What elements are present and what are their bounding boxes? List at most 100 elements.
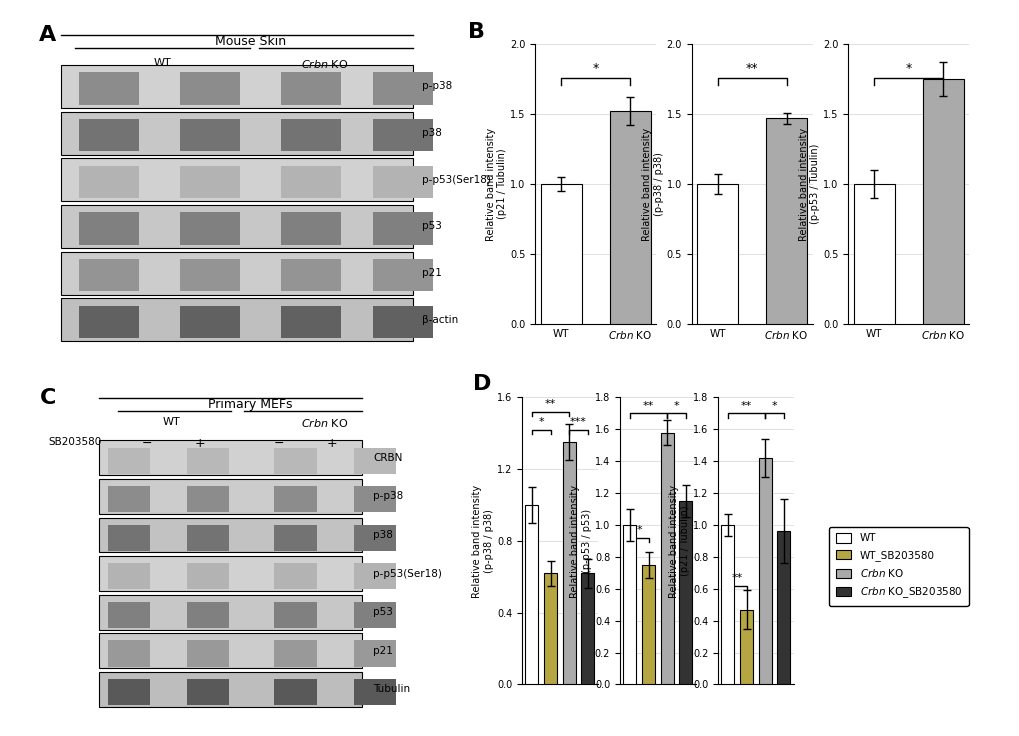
Bar (78, 213, 139, 244)
Text: **: ** (740, 400, 751, 411)
Text: β-actin: β-actin (421, 315, 458, 325)
Bar (373, 259, 433, 291)
Bar (609, 111, 650, 324)
Text: **: ** (731, 573, 742, 583)
Bar (354, 447, 396, 473)
Bar (107, 486, 150, 512)
Bar (78, 119, 139, 151)
Text: *: * (592, 62, 598, 75)
Legend: WT, WT_SB203580, $\it{Crbn}$ KO, $\it{Crbn}$ KO_SB203580: WT, WT_SB203580, $\it{Crbn}$ KO, $\it{Cr… (828, 527, 968, 606)
Bar (354, 640, 396, 667)
Bar (660, 433, 674, 684)
Text: $\it{Crbn}$ KO: $\it{Crbn}$ KO (301, 417, 348, 429)
Bar (281, 166, 340, 198)
Text: +: + (326, 437, 336, 450)
Bar (186, 447, 229, 473)
Bar (354, 679, 396, 705)
Bar (186, 563, 229, 590)
Text: **: ** (642, 400, 653, 411)
Bar (776, 531, 790, 684)
Bar (107, 525, 150, 551)
Bar (281, 119, 340, 151)
Bar (921, 79, 963, 324)
Bar (720, 525, 734, 684)
Bar (107, 679, 150, 705)
Bar (679, 501, 692, 684)
Bar (525, 505, 538, 684)
Text: Tubulin: Tubulin (373, 684, 410, 694)
Text: *: * (674, 400, 679, 411)
Bar (373, 166, 433, 198)
Text: p38: p38 (373, 530, 393, 540)
Bar (78, 259, 139, 291)
Text: CRBN: CRBN (373, 453, 403, 463)
Text: A: A (40, 25, 57, 46)
Text: +: + (195, 437, 205, 450)
Bar (274, 447, 317, 473)
Text: $\it{Crbn}$ KO: $\it{Crbn}$ KO (301, 58, 348, 71)
Text: *: * (636, 525, 641, 535)
Bar (107, 447, 150, 473)
Text: Primary MEFs: Primary MEFs (208, 397, 292, 411)
Text: B: B (468, 22, 485, 42)
Bar (562, 442, 575, 684)
Bar (281, 259, 340, 291)
Bar (697, 184, 738, 324)
Y-axis label: Relative band intensity
(p-p38 / p38): Relative band intensity (p-p38 / p38) (472, 484, 493, 598)
Text: p53: p53 (421, 222, 441, 231)
Bar (78, 72, 139, 105)
Text: *: * (538, 417, 543, 427)
Text: p38: p38 (421, 128, 441, 138)
Bar (641, 565, 654, 684)
Bar (281, 72, 340, 105)
Y-axis label: Relative band intensity
(p-p38 / p38): Relative band intensity (p-p38 / p38) (642, 127, 663, 241)
Text: p21: p21 (373, 645, 393, 656)
Bar (581, 573, 594, 684)
Bar (354, 602, 396, 628)
Text: p-p38: p-p38 (373, 492, 404, 501)
Text: ***: *** (570, 417, 586, 427)
Bar (107, 640, 150, 667)
Bar (540, 184, 582, 324)
Bar (274, 563, 317, 590)
Bar (354, 525, 396, 551)
Bar (740, 609, 752, 684)
Bar (186, 486, 229, 512)
Bar (179, 259, 239, 291)
Bar (179, 305, 239, 338)
Bar (179, 213, 239, 244)
Bar (373, 72, 433, 105)
Y-axis label: Relative band intensity
(p21 / Tubulin): Relative band intensity (p21 / Tubulin) (667, 484, 690, 598)
Text: WT: WT (154, 58, 171, 68)
Text: *: * (771, 400, 776, 411)
Bar (78, 305, 139, 338)
Bar (186, 602, 229, 628)
Y-axis label: Relative band intensity
(p21 / Tubulin): Relative band intensity (p21 / Tubulin) (485, 127, 506, 241)
Bar (274, 602, 317, 628)
Y-axis label: Relative band intensity
(p-p53 / p53): Relative band intensity (p-p53 / p53) (570, 484, 591, 598)
Bar (274, 679, 317, 705)
Text: **: ** (745, 62, 758, 75)
Bar (186, 679, 229, 705)
Bar (373, 305, 433, 338)
Bar (186, 525, 229, 551)
Text: *: * (905, 62, 911, 75)
Bar (274, 525, 317, 551)
Text: WT: WT (162, 417, 180, 428)
Bar (107, 602, 150, 628)
Bar (623, 525, 636, 684)
Bar (853, 184, 894, 324)
Y-axis label: Relative band intensity
(p-p53 / Tubulin): Relative band intensity (p-p53 / Tubulin… (798, 127, 819, 241)
Bar (274, 486, 317, 512)
Bar (179, 166, 239, 198)
Bar (373, 213, 433, 244)
Bar (179, 72, 239, 105)
Bar (765, 118, 807, 324)
Text: p-p38: p-p38 (421, 82, 451, 91)
Bar (373, 119, 433, 151)
Text: −: − (273, 437, 284, 450)
Bar (543, 573, 556, 684)
Bar (107, 563, 150, 590)
Text: p53: p53 (373, 607, 393, 618)
Bar (354, 563, 396, 590)
